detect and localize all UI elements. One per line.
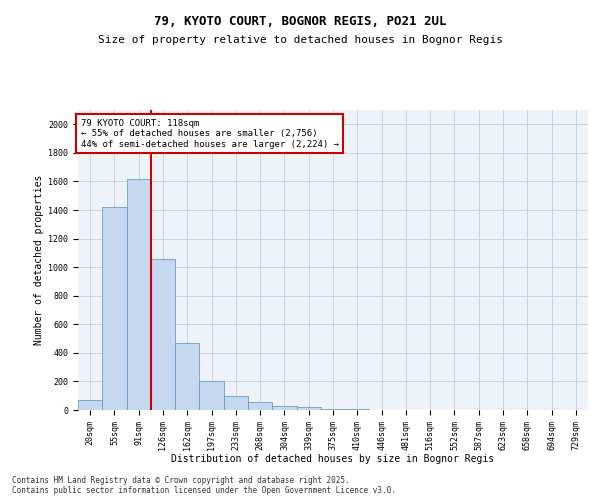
Bar <box>151 258 175 410</box>
Bar <box>321 408 345 410</box>
Bar <box>296 407 321 410</box>
Bar <box>248 402 272 410</box>
Text: Size of property relative to detached houses in Bognor Regis: Size of property relative to detached ho… <box>97 35 503 45</box>
Bar <box>175 343 199 410</box>
Bar <box>127 178 151 410</box>
Bar <box>199 382 224 410</box>
Text: 79, KYOTO COURT, BOGNOR REGIS, PO21 2UL: 79, KYOTO COURT, BOGNOR REGIS, PO21 2UL <box>154 15 446 28</box>
Bar <box>224 396 248 410</box>
X-axis label: Distribution of detached houses by size in Bognor Regis: Distribution of detached houses by size … <box>172 454 494 464</box>
Text: 79 KYOTO COURT: 118sqm
← 55% of detached houses are smaller (2,756)
44% of semi-: 79 KYOTO COURT: 118sqm ← 55% of detached… <box>80 119 338 149</box>
Bar <box>102 207 127 410</box>
Text: Contains HM Land Registry data © Crown copyright and database right 2025.
Contai: Contains HM Land Registry data © Crown c… <box>12 476 396 495</box>
Bar <box>272 406 296 410</box>
Bar <box>78 400 102 410</box>
Y-axis label: Number of detached properties: Number of detached properties <box>34 175 44 345</box>
